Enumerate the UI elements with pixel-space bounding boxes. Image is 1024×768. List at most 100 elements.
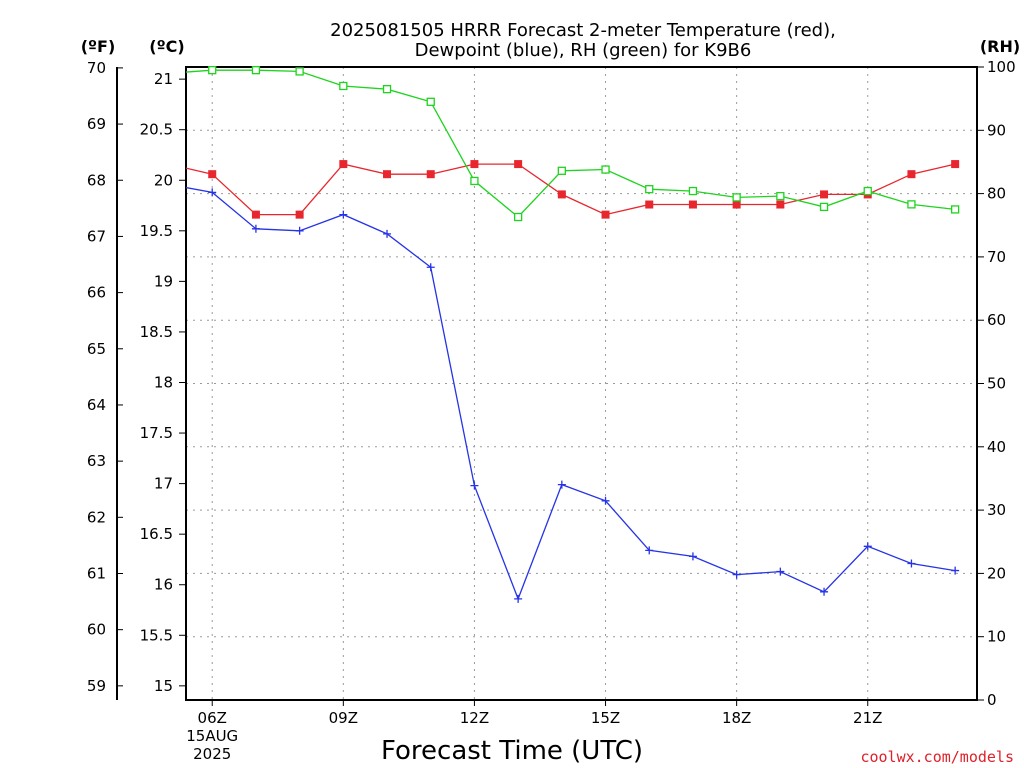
temperature-point — [820, 190, 829, 199]
dewpoint-point — [732, 570, 741, 579]
rh-tick-label: 80 — [987, 185, 1006, 203]
celsius-tick-label: 16 — [154, 576, 173, 594]
rh-axis-unit: (RH) — [980, 37, 1020, 56]
temperature-point — [557, 190, 566, 199]
fahrenheit-tick-label: 67 — [87, 227, 106, 245]
celsius-tick-label: 18 — [154, 373, 173, 391]
celsius-tick-label: 19 — [154, 272, 173, 290]
x-tick-label: 12Z — [460, 709, 489, 727]
rh-tick-label: 90 — [987, 121, 1006, 139]
temperature-point — [645, 200, 654, 209]
dewpoint-point — [426, 263, 435, 272]
celsius-tick-label: 18.5 — [140, 323, 173, 341]
plot-frame — [185, 66, 978, 701]
fahrenheit-tick-label: 66 — [87, 284, 106, 302]
chart-title-line-2: Dewpoint (blue), RH (green) for K9B6 — [415, 40, 752, 61]
temperature-point — [732, 200, 741, 209]
x-tick-label: 15Z — [591, 709, 620, 727]
dewpoint-point — [907, 559, 916, 568]
rh-point — [251, 66, 261, 75]
rh-point — [601, 165, 610, 174]
dewpoint-point — [295, 226, 304, 235]
temperature-point — [907, 170, 916, 179]
fahrenheit-tick-label: 62 — [87, 508, 106, 526]
dewpoint-line — [186, 186, 956, 601]
celsius-tick-label: 19.5 — [140, 222, 173, 240]
rh-tick-label: 20 — [987, 564, 1006, 582]
dewpoint-point — [339, 210, 348, 219]
dewpoint-point — [776, 567, 785, 576]
rh-tick-label: 10 — [987, 628, 1006, 646]
x-tick-label: 18Z — [722, 709, 751, 727]
source-credit: coolwx.com/models — [860, 748, 1014, 766]
celsius-tick-label: 15 — [154, 677, 173, 695]
rh-point — [382, 85, 392, 94]
fahrenheit-axis-unit: (ºF) — [81, 37, 116, 56]
rh-point — [339, 81, 348, 91]
rh-point — [557, 166, 566, 175]
fahrenheit-tick-label: 59 — [87, 677, 106, 695]
fahrenheit-tick-label: 64 — [87, 396, 106, 414]
gridlines — [186, 66, 977, 701]
dewpoint-point — [820, 587, 829, 596]
chart-title-line-1: 2025081505 HRRR Forecast 2-meter Tempera… — [330, 20, 836, 41]
fahrenheit-tick-label: 70 — [87, 59, 106, 77]
rh-point — [426, 97, 435, 106]
x-tick-date: 15AUG — [186, 727, 238, 745]
fahrenheit-tick-label: 60 — [87, 621, 106, 639]
rh-tick-label: 100 — [987, 58, 1016, 76]
temperature-point — [514, 160, 523, 169]
dewpoint-point — [383, 229, 392, 238]
rh-point — [776, 191, 785, 201]
fahrenheit-tick-label: 63 — [87, 452, 106, 470]
celsius-tick-label: 17.5 — [140, 424, 173, 442]
rh-tick-label: 30 — [987, 501, 1006, 519]
rh-point — [295, 67, 304, 76]
rh-point — [907, 200, 916, 209]
x-axis-title: Forecast Time (UTC) — [381, 736, 643, 766]
rh-point — [645, 185, 654, 194]
dewpoint-point — [601, 496, 610, 505]
temperature-point — [951, 160, 960, 169]
dewpoint-point — [688, 552, 697, 561]
dewpoint-point — [951, 566, 960, 575]
temperature-point — [251, 210, 260, 219]
x-tick-label: 06Z — [198, 709, 227, 727]
x-tick-label: 21Z — [853, 709, 882, 727]
temperature-point — [339, 160, 348, 169]
rh-tick-label: 40 — [987, 438, 1006, 456]
celsius-tick-label: 20.5 — [140, 121, 173, 139]
fahrenheit-tick-label: 65 — [87, 340, 106, 358]
rh-point — [950, 205, 960, 214]
celsius-tick-label: 16.5 — [140, 525, 173, 543]
celsius-tick-label: 17 — [154, 475, 173, 493]
temperature-point — [208, 170, 217, 179]
rh-point — [863, 186, 872, 196]
dewpoint-point — [645, 546, 654, 555]
rh-point — [208, 66, 217, 75]
rh-tick-label: 70 — [987, 248, 1006, 266]
temperature-point — [601, 210, 610, 219]
series-lines — [165, 66, 960, 603]
temperature-point — [383, 170, 392, 179]
rh-point — [732, 193, 741, 202]
temperature-point — [470, 160, 479, 169]
celsius-tick-label: 20 — [154, 171, 173, 189]
celsius-tick-label: 15.5 — [140, 626, 173, 644]
temperature-point — [426, 170, 435, 179]
temperature-point — [165, 160, 173, 168]
rh-point — [819, 202, 829, 212]
temperature-point — [688, 200, 697, 209]
dewpoint-point — [208, 188, 217, 197]
temperature-point — [295, 210, 304, 219]
rh-tick-label: 60 — [987, 311, 1006, 329]
dewpoint-point — [514, 594, 523, 603]
dewpoint-point — [863, 542, 872, 551]
rh-point — [470, 176, 479, 186]
dewpoint-point — [470, 481, 479, 490]
fahrenheit-tick-label: 68 — [87, 171, 106, 189]
celsius-tick-label: 21 — [154, 70, 173, 88]
temperature-point — [776, 200, 785, 209]
fahrenheit-tick-label: 69 — [87, 115, 106, 133]
